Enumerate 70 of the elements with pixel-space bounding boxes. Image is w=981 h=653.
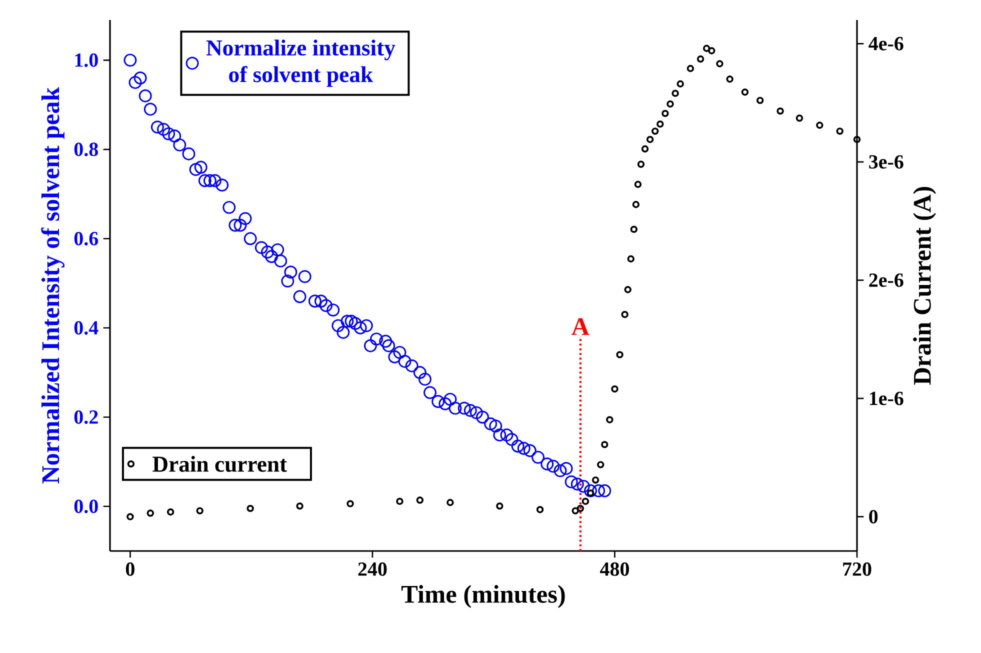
point: [726, 76, 734, 83]
point: [606, 416, 614, 424]
point: [632, 200, 640, 208]
point: [621, 310, 628, 318]
point: [696, 55, 704, 63]
x-tick-label: 480: [600, 562, 629, 576]
point: [346, 500, 354, 508]
point: [601, 440, 608, 448]
point: [634, 180, 642, 188]
point: [741, 88, 749, 96]
point: [641, 145, 649, 153]
point: [716, 60, 724, 68]
y-tick-label: 0.0: [74, 500, 98, 514]
y-tick-label: 0.8: [74, 142, 98, 156]
point: [146, 510, 154, 517]
point: [853, 136, 861, 144]
point: [666, 100, 674, 108]
ref-line-label: A: [572, 318, 590, 335]
point: [646, 136, 654, 144]
y2-axis-title: Drain Current (A): [913, 186, 936, 385]
point: [126, 513, 134, 520]
point: [702, 44, 710, 52]
point: [166, 508, 174, 516]
point: [246, 504, 254, 512]
point: [816, 122, 824, 129]
x-axis-title: Time (minutes): [401, 585, 565, 608]
point: [627, 255, 634, 262]
y2-tick-label: 2e-6: [869, 273, 904, 287]
y-tick-label: 1.0: [75, 53, 98, 67]
point: [596, 461, 604, 468]
point: [496, 502, 504, 510]
x-tick-label: 240: [358, 562, 387, 576]
x-tick-label: 720: [843, 562, 872, 576]
point: [446, 498, 454, 506]
point: [836, 128, 844, 135]
point: [796, 114, 804, 122]
point: [196, 507, 204, 514]
point: [630, 226, 638, 233]
point: [616, 351, 624, 358]
point: [536, 506, 544, 514]
point: [756, 96, 764, 104]
point: [672, 90, 679, 97]
point: [676, 80, 684, 88]
point: [652, 128, 659, 135]
point: [582, 498, 590, 505]
point: [686, 64, 694, 72]
legend-label: Normalize intensity of solvent peak: [206, 40, 396, 87]
y2-tick-label: 4e-6: [868, 36, 904, 50]
point: [576, 504, 584, 512]
y2-tick-label: 0: [869, 510, 878, 524]
point: [572, 507, 579, 514]
point: [592, 476, 600, 484]
y-tick-label: 0.6: [74, 232, 98, 246]
point: [656, 120, 664, 128]
point: [611, 385, 618, 393]
point: [624, 286, 632, 294]
point: [416, 496, 424, 504]
legend-label: Drain current: [152, 456, 287, 472]
y2-tick-label: 3e-6: [869, 155, 904, 169]
point: [637, 160, 645, 168]
point: [396, 498, 404, 505]
point: [776, 107, 784, 115]
y-axis-title: Normalized Intensity of solvent peak: [41, 87, 64, 484]
point: [662, 110, 669, 118]
y-tick-label: 0.2: [74, 410, 98, 424]
x-tick-label: 0: [126, 562, 134, 576]
point: [708, 47, 716, 54]
point: [296, 502, 304, 510]
y-tick-label: 0.4: [74, 321, 98, 335]
y2-tick-label: 1e-6: [870, 392, 904, 406]
